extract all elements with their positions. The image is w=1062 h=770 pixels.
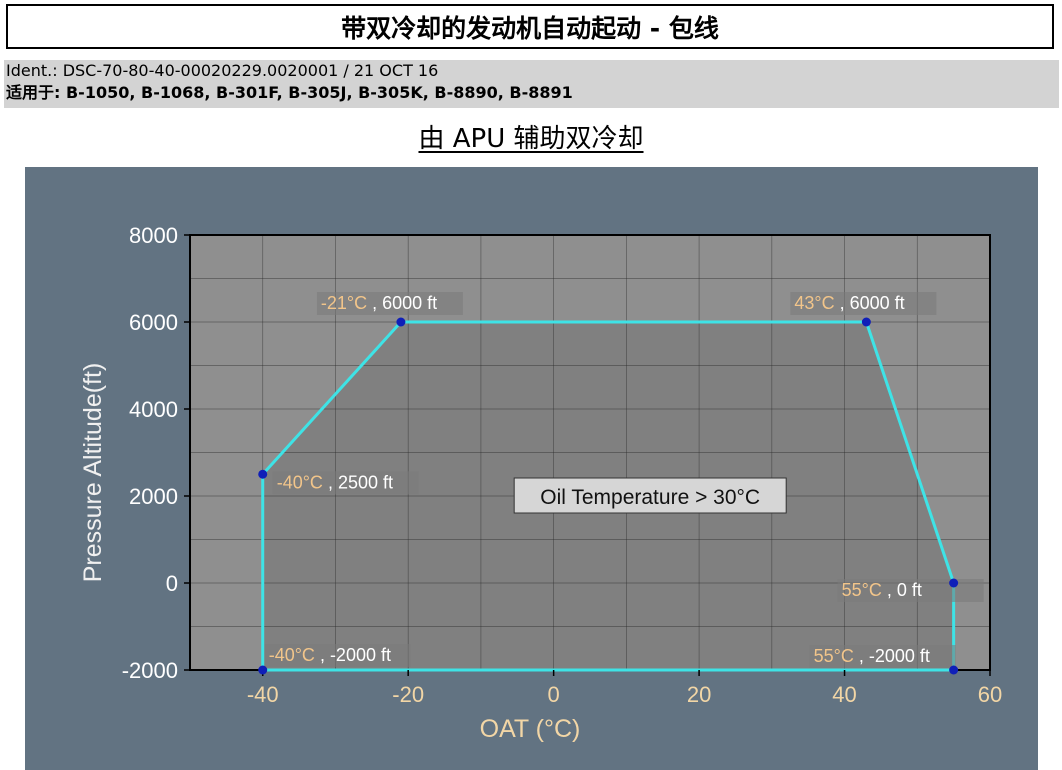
point-callout: 55°C , 0 ft — [842, 580, 922, 600]
callout-temperature: -40°C — [277, 472, 323, 492]
data-point — [949, 665, 959, 675]
envelope-chart: -2000 0 2000 4000 6000 8000 -40 -20 0 20 40 60 OAT (… — [79, 223, 1002, 743]
chart-subtitle: 由 APU 辅助双冷却 — [0, 118, 1062, 155]
callout-altitude: , 6000 ft — [367, 293, 437, 313]
data-point — [258, 469, 268, 479]
y-axis-label: Pressure Altitude(ft) — [79, 363, 107, 583]
callout-altitude: , 0 ft — [882, 580, 922, 600]
point-callout: 43°C , 6000 ft — [794, 293, 904, 313]
x-tick-label: -40 — [247, 682, 279, 707]
point-callout: 55°C , -2000 ft — [814, 646, 930, 666]
ident-text: Ident.: DSC-70-80-40-00020229.0020001 / … — [6, 61, 439, 80]
callout-altitude: , 6000 ft — [835, 293, 905, 313]
data-point — [861, 317, 871, 327]
callout-bg — [790, 292, 937, 315]
callout-bg — [809, 645, 956, 668]
y-tick-label: -2000 — [122, 658, 178, 683]
data-point — [396, 317, 406, 327]
x-axis-label: OAT (°C) — [480, 715, 581, 743]
y-tick-label: 4000 — [129, 397, 178, 422]
y-tick-label: 8000 — [129, 223, 178, 248]
x-tick-label: 60 — [978, 682, 1002, 707]
callout-temperature: 55°C — [814, 646, 854, 666]
ident-bar: Ident.: DSC-70-80-40-00020229.0020001 / … — [4, 60, 1059, 108]
applicable-label: 适用于: — [6, 83, 61, 102]
point-callout: -40°C , -2000 ft — [269, 645, 391, 665]
chart-subtitle-text: 由 APU 辅助双冷却 — [418, 124, 644, 154]
annotation-text: Oil Temperature > 30°C — [540, 486, 760, 509]
y-tick-label: 0 — [166, 571, 178, 596]
callout-temperature: -40°C — [269, 645, 315, 665]
y-tick-label: 2000 — [129, 484, 178, 509]
callout-bg — [264, 644, 411, 667]
y-tick-label: 6000 — [129, 310, 178, 335]
callout-bg — [272, 471, 419, 495]
callout-altitude: , -2000 ft — [854, 646, 930, 666]
x-tick-label: 40 — [832, 682, 856, 707]
callout-altitude: , -2000 ft — [315, 645, 391, 665]
annotation-box — [513, 477, 787, 514]
callout-bg — [316, 292, 463, 315]
callout-temperature: 43°C — [794, 293, 834, 313]
page-title: 带双冷却的发动机自动起动 - 包线 — [6, 4, 1054, 49]
x-tick-label: 20 — [687, 682, 711, 707]
point-callout: -40°C , 2500 ft — [277, 472, 393, 492]
applicable-list: B-1050, B-1068, B-301F, B-305J, B-305K, … — [60, 83, 573, 102]
data-point — [949, 578, 959, 588]
callout-temperature: -21°C — [321, 293, 367, 313]
x-tick-label: -20 — [392, 682, 424, 707]
chart-panel: -2000 0 2000 4000 6000 8000 -40 -20 0 20 40 60 OAT (… — [25, 167, 1038, 770]
page-title-text: 带双冷却的发动机自动起动 - 包线 — [341, 13, 719, 43]
callout-bg — [837, 579, 984, 602]
x-tick-label: 0 — [548, 682, 560, 707]
callout-temperature: 55°C — [842, 580, 882, 600]
data-point — [258, 665, 268, 675]
callout-altitude: , 2500 ft — [323, 472, 393, 492]
point-callout: -21°C , 6000 ft — [321, 293, 437, 313]
applicable-line: 适用于: B-1050, B-1068, B-301F, B-305J, B-3… — [6, 82, 1059, 104]
